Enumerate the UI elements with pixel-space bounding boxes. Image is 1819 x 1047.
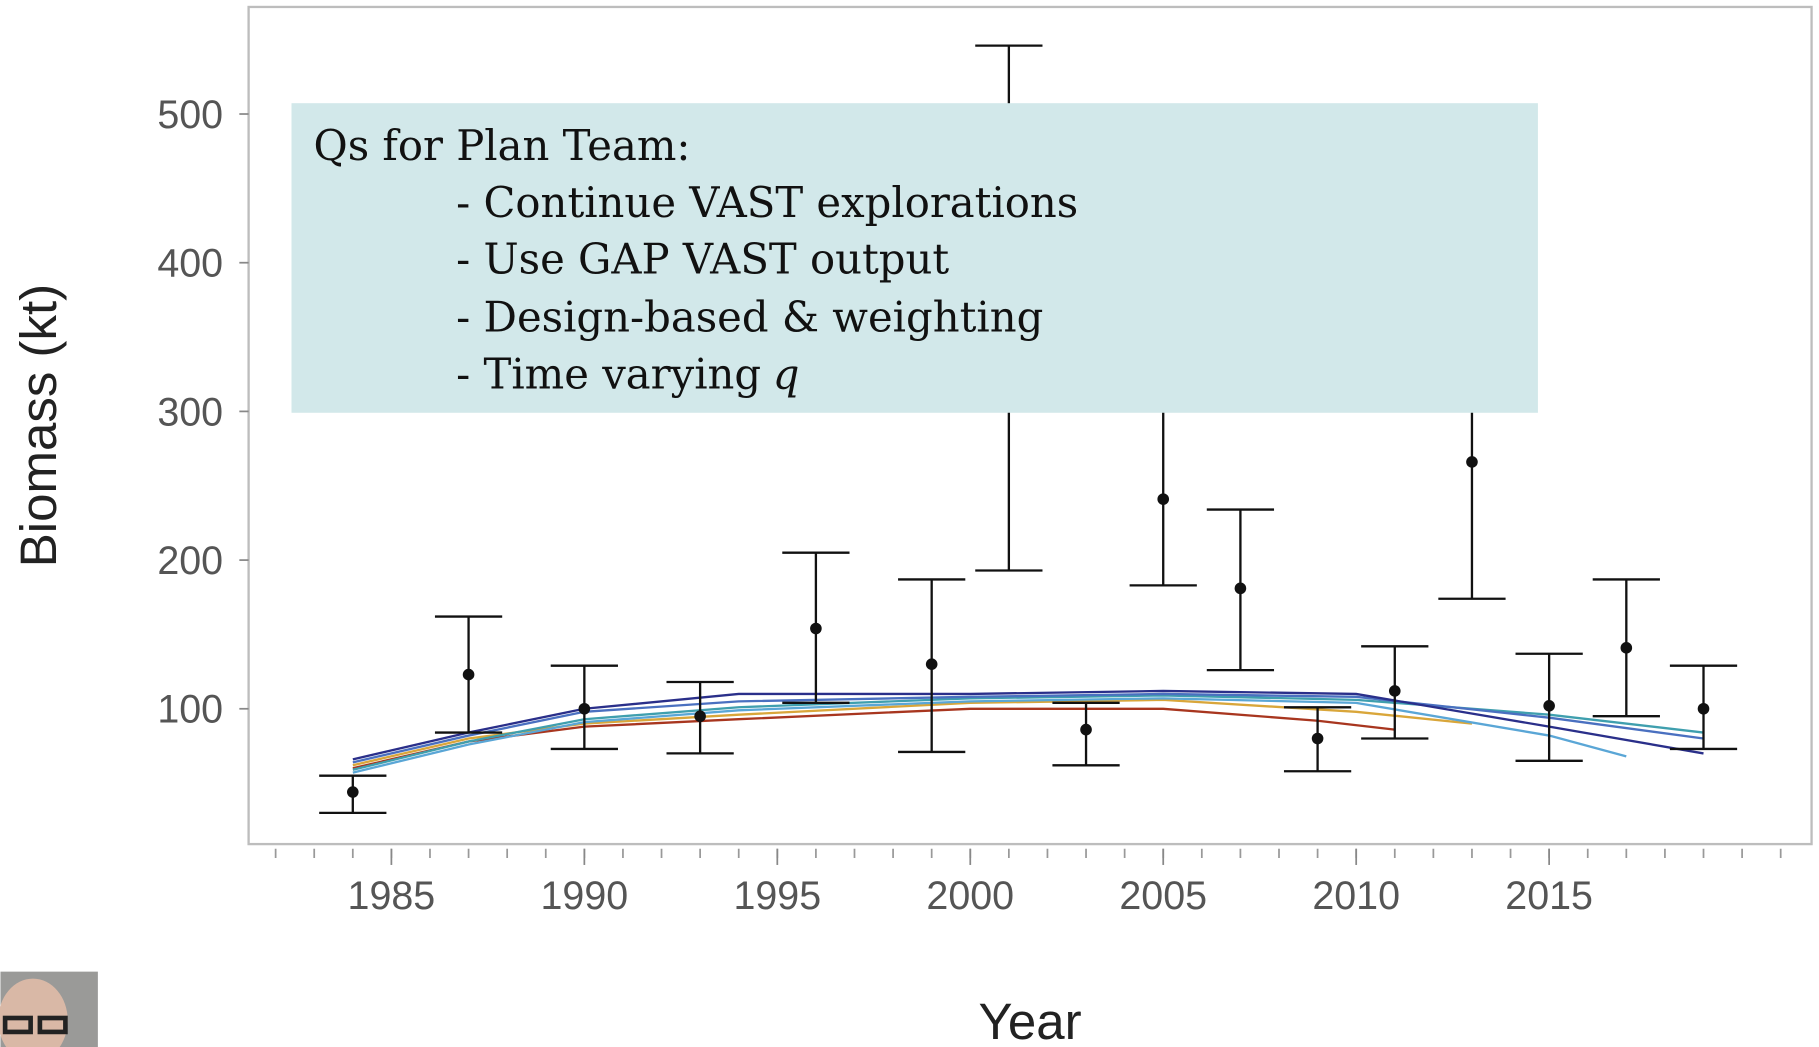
survey-point <box>1697 702 1710 715</box>
y-tick-label: 300 <box>157 390 223 434</box>
model-line <box>352 698 1473 767</box>
survey-point <box>810 622 822 635</box>
survey-point <box>1388 685 1401 697</box>
x-axis-title: Year <box>979 993 1082 1047</box>
survey-point <box>1157 493 1170 505</box>
box-title: Qs for Plan Team: <box>314 121 691 170</box>
box-item: - Design-based & weighting <box>456 293 1043 342</box>
box-item: - Time varying q <box>456 349 799 398</box>
survey-point <box>578 702 591 715</box>
question-box: Qs for Plan Team: - Continue VAST explor… <box>291 103 1538 413</box>
x-tick-label: 2010 <box>1312 874 1400 918</box>
y-tick-label: 200 <box>157 539 223 583</box>
survey-point <box>1466 456 1478 468</box>
model-line <box>352 692 1704 764</box>
box-item-text: - Time varying <box>456 349 761 398</box>
box-background <box>291 103 1538 413</box>
survey-point <box>925 658 938 670</box>
y-tick-label: 500 <box>157 93 223 137</box>
y-tick-label: 100 <box>157 688 223 732</box>
webcam-glasses <box>37 1015 68 1035</box>
x-tick-label: 2000 <box>926 874 1014 918</box>
survey-point <box>1543 700 1555 712</box>
x-tick-label: 1995 <box>733 874 821 918</box>
survey-point <box>1234 582 1247 595</box>
survey-point <box>1080 723 1092 736</box>
webcam-thumbnail <box>0 971 98 1047</box>
y-axis-title: Biomass (kt) <box>10 284 67 567</box>
survey-point <box>694 710 706 723</box>
webcam-glasses <box>2 1015 33 1035</box>
box-item: - Use GAP VAST output <box>456 235 949 284</box>
x-tick-label: 2005 <box>1119 874 1207 918</box>
box-item-italic: q <box>773 349 800 398</box>
survey-point <box>1311 732 1324 745</box>
y-tick-label: 400 <box>157 242 223 286</box>
x-tick-label: 2015 <box>1505 874 1593 918</box>
x-tick-label: 1990 <box>541 874 629 918</box>
model-line <box>352 689 1704 761</box>
survey-point <box>462 668 475 681</box>
box-item: - Continue VAST explorations <box>456 178 1078 227</box>
x-tick-label: 1985 <box>348 874 436 918</box>
model-line <box>352 707 1395 770</box>
survey-point <box>347 786 359 798</box>
model-line <box>352 697 1627 774</box>
survey-point <box>1620 642 1633 654</box>
